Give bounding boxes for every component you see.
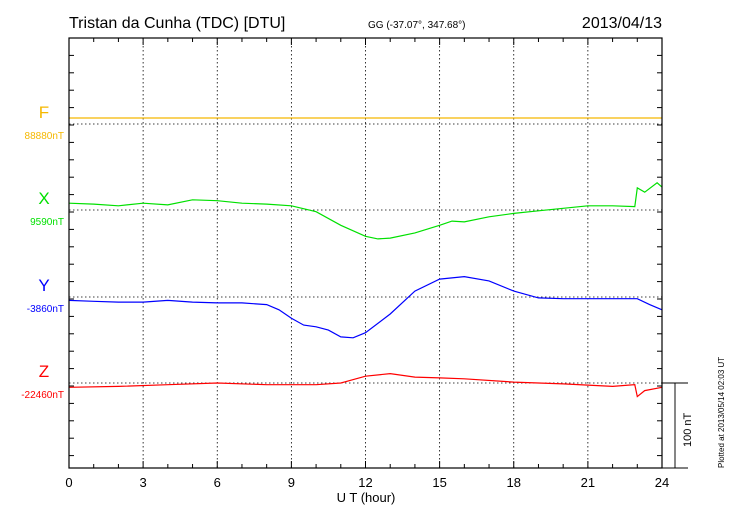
series-line-y <box>68 275 663 339</box>
series-name-y: Y <box>38 276 49 295</box>
plotted-at: Plotted at 2013/05/14 02:03 UT <box>717 357 726 468</box>
x-tick-label: 3 <box>140 475 147 490</box>
series-line-x <box>68 182 663 240</box>
x-tick-label: 0 <box>65 475 72 490</box>
x-tick-label: 18 <box>507 475 521 490</box>
scale-label: 100 nT <box>682 412 694 447</box>
baseline-value-x: 9590nT <box>30 217 64 228</box>
x-tick-label: 24 <box>655 475 669 490</box>
station-coords: GG (-37.07°, 347.68°) <box>368 20 466 31</box>
baseline-value-f: 88880nT <box>25 131 64 142</box>
plot-frame <box>68 37 663 469</box>
chart-date: 2013/04/13 <box>582 15 662 32</box>
x-tick-label: 12 <box>358 475 372 490</box>
x-axis-label: U T (hour) <box>337 490 396 505</box>
baseline-value-z: -22460nT <box>21 390 64 401</box>
series-name-f: F <box>39 103 49 122</box>
series-name-z: Z <box>39 362 49 381</box>
series-name-x: X <box>38 189 49 208</box>
x-tick-label: 21 <box>581 475 595 490</box>
series-line-z <box>68 372 663 398</box>
chart-title: Tristan da Cunha (TDC) [DTU] <box>69 15 285 32</box>
x-tick-label: 15 <box>432 475 446 490</box>
x-tick-label: 9 <box>288 475 295 490</box>
x-tick-label: 6 <box>214 475 221 490</box>
baseline-value-y: -3860nT <box>27 304 64 315</box>
